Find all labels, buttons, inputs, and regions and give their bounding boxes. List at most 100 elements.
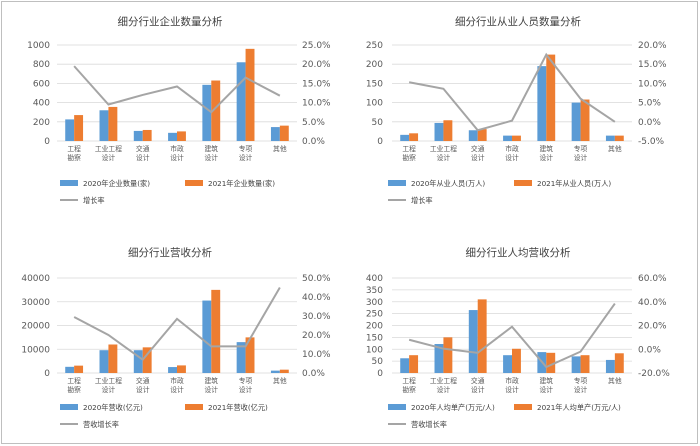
y-tick-label: 50 (372, 118, 384, 128)
y2-tick-label: 10.0% (302, 99, 331, 109)
category-label: 交通 (471, 376, 485, 385)
chart-title: 细分行业从业人员数量分析 (455, 15, 581, 28)
bar-2020 (202, 300, 212, 373)
y-tick-label: 150 (366, 79, 383, 89)
bar-2021 (108, 344, 118, 373)
bar-2020 (133, 350, 143, 373)
bar-2021 (443, 337, 453, 373)
bar-2021 (614, 135, 624, 141)
y2-tick-label: 15.0% (638, 60, 667, 70)
y-tick-label: 200 (33, 118, 50, 128)
category-label: 其他 (608, 376, 622, 385)
bar-2021 (546, 352, 556, 373)
y2-tick-label: 20.0% (302, 331, 331, 341)
y2-tick-label: 20.0% (638, 41, 667, 51)
y-tick-label: 350 (366, 286, 383, 296)
category-label: 设计 (239, 385, 253, 394)
y2-tick-label: 5.0% (638, 99, 661, 109)
y2-tick-label: 0.0% (302, 137, 325, 147)
category-label: 设计 (574, 153, 588, 162)
category-label: 设计 (437, 153, 451, 162)
y2-tick-label: -5.0% (638, 137, 665, 147)
category-label: 建筑 (539, 144, 553, 153)
y-tick-label: 150 (366, 333, 383, 343)
y-tick-label: 0 (44, 137, 50, 147)
bar-2020 (202, 84, 212, 141)
y-tick-label: 250 (366, 310, 383, 320)
bar-2021 (443, 120, 453, 141)
growth-rate-line (408, 52, 616, 132)
y2-tick-label: 50.0% (302, 274, 331, 284)
category-label: 工业工程 (95, 144, 122, 153)
bar-2020 (503, 355, 512, 373)
category-label: 设计 (136, 385, 150, 394)
category-label: 设计 (136, 153, 150, 162)
category-label: 交通 (471, 144, 485, 153)
bar-2020 (65, 119, 75, 141)
category-label: 建筑 (204, 144, 218, 153)
bar-2021 (142, 129, 152, 141)
bar-2020 (571, 102, 581, 141)
bar-2020 (99, 110, 109, 141)
category-label: 工程 (402, 376, 416, 385)
legend-swatch-2021 (185, 404, 203, 410)
legend-swatch-2021 (185, 180, 203, 186)
bar-2021 (580, 355, 590, 373)
y-tick-label: 20000 (21, 322, 50, 332)
y-tick-label: 0 (377, 137, 383, 147)
category-label: 专项 (574, 144, 588, 153)
category-label: 交通 (136, 144, 150, 153)
bar-2021 (580, 99, 590, 141)
y-tick-label: 200 (366, 60, 383, 70)
y-tick-label: 50 (372, 357, 384, 367)
legend-label-growth: 营收增长率 (83, 420, 119, 429)
bar-2021 (279, 369, 289, 373)
bar-2020 (605, 359, 615, 373)
legend-label-growth: 增长率 (83, 196, 105, 205)
bar-2021 (177, 365, 186, 373)
y-tick-label: 0 (377, 369, 383, 379)
category-label: 设计 (505, 153, 519, 162)
bar-2021 (245, 48, 255, 142)
legend-label-2021: 2021年营收(亿元) (208, 403, 268, 412)
legend-swatch-2020 (60, 180, 78, 186)
category-label: 市政 (505, 376, 519, 385)
category-label: 勘察 (402, 385, 416, 394)
legend-swatch-2021 (514, 404, 532, 410)
bar-2021 (409, 355, 419, 373)
y2-tick-label: 60.0% (638, 274, 667, 284)
y-tick-label: 100 (366, 99, 383, 109)
category-label: 设计 (170, 153, 184, 162)
category-label: 设计 (539, 153, 553, 162)
bar-2020 (270, 370, 280, 373)
bar-2021 (477, 299, 487, 373)
y-tick-label: 800 (33, 60, 50, 70)
growth-rate-line (73, 65, 281, 114)
y2-tick-label: 20.0% (638, 322, 667, 332)
legend-label-2020: 2020年营收(亿元) (83, 403, 143, 412)
category-label: 设计 (574, 385, 588, 394)
y-tick-label: 100 (366, 345, 383, 355)
y-tick-label: 600 (33, 79, 50, 89)
bar-2020 (400, 358, 410, 373)
y2-tick-label: 40.0% (302, 293, 331, 303)
category-label: 勘察 (67, 153, 81, 162)
bar-2021 (477, 129, 487, 141)
chart-title: 细分行业企业数量分析 (118, 15, 223, 28)
category-label: 市政 (170, 376, 184, 385)
legend-label-2020: 2020年从业人员(万人) (411, 179, 485, 188)
bar-2020 (468, 130, 478, 141)
y-tick-label: 0 (44, 369, 50, 379)
category-label: 专项 (239, 376, 253, 385)
y2-tick-label: 0.0% (638, 345, 661, 355)
bar-2021 (177, 131, 186, 141)
y-tick-label: 200 (366, 322, 383, 332)
y2-tick-label: 5.0% (302, 118, 325, 128)
category-label: 设计 (471, 153, 485, 162)
y-tick-label: 40000 (21, 274, 50, 284)
bar-2021 (409, 133, 419, 141)
category-label: 市政 (170, 144, 184, 153)
bar-2020 (270, 127, 280, 141)
legend-swatch-2020 (388, 404, 406, 410)
